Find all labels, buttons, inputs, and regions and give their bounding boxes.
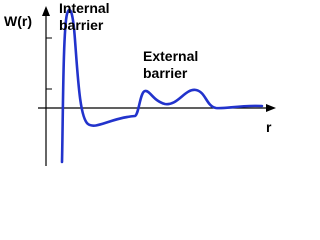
- diagram: W(r) r Internal barrier External barrier: [4, 0, 276, 166]
- x-axis-arrow: [266, 104, 276, 112]
- x-axis-label: r: [266, 119, 272, 135]
- annotation-line: Internal: [59, 0, 110, 16]
- potential-curve: [60, 8, 264, 164]
- annotation-line: barrier: [59, 17, 104, 33]
- y-axis-arrow: [42, 6, 50, 16]
- annotation-line: External: [143, 48, 198, 64]
- y-axis-label: W(r): [4, 13, 32, 29]
- annotation-line: barrier: [143, 65, 188, 81]
